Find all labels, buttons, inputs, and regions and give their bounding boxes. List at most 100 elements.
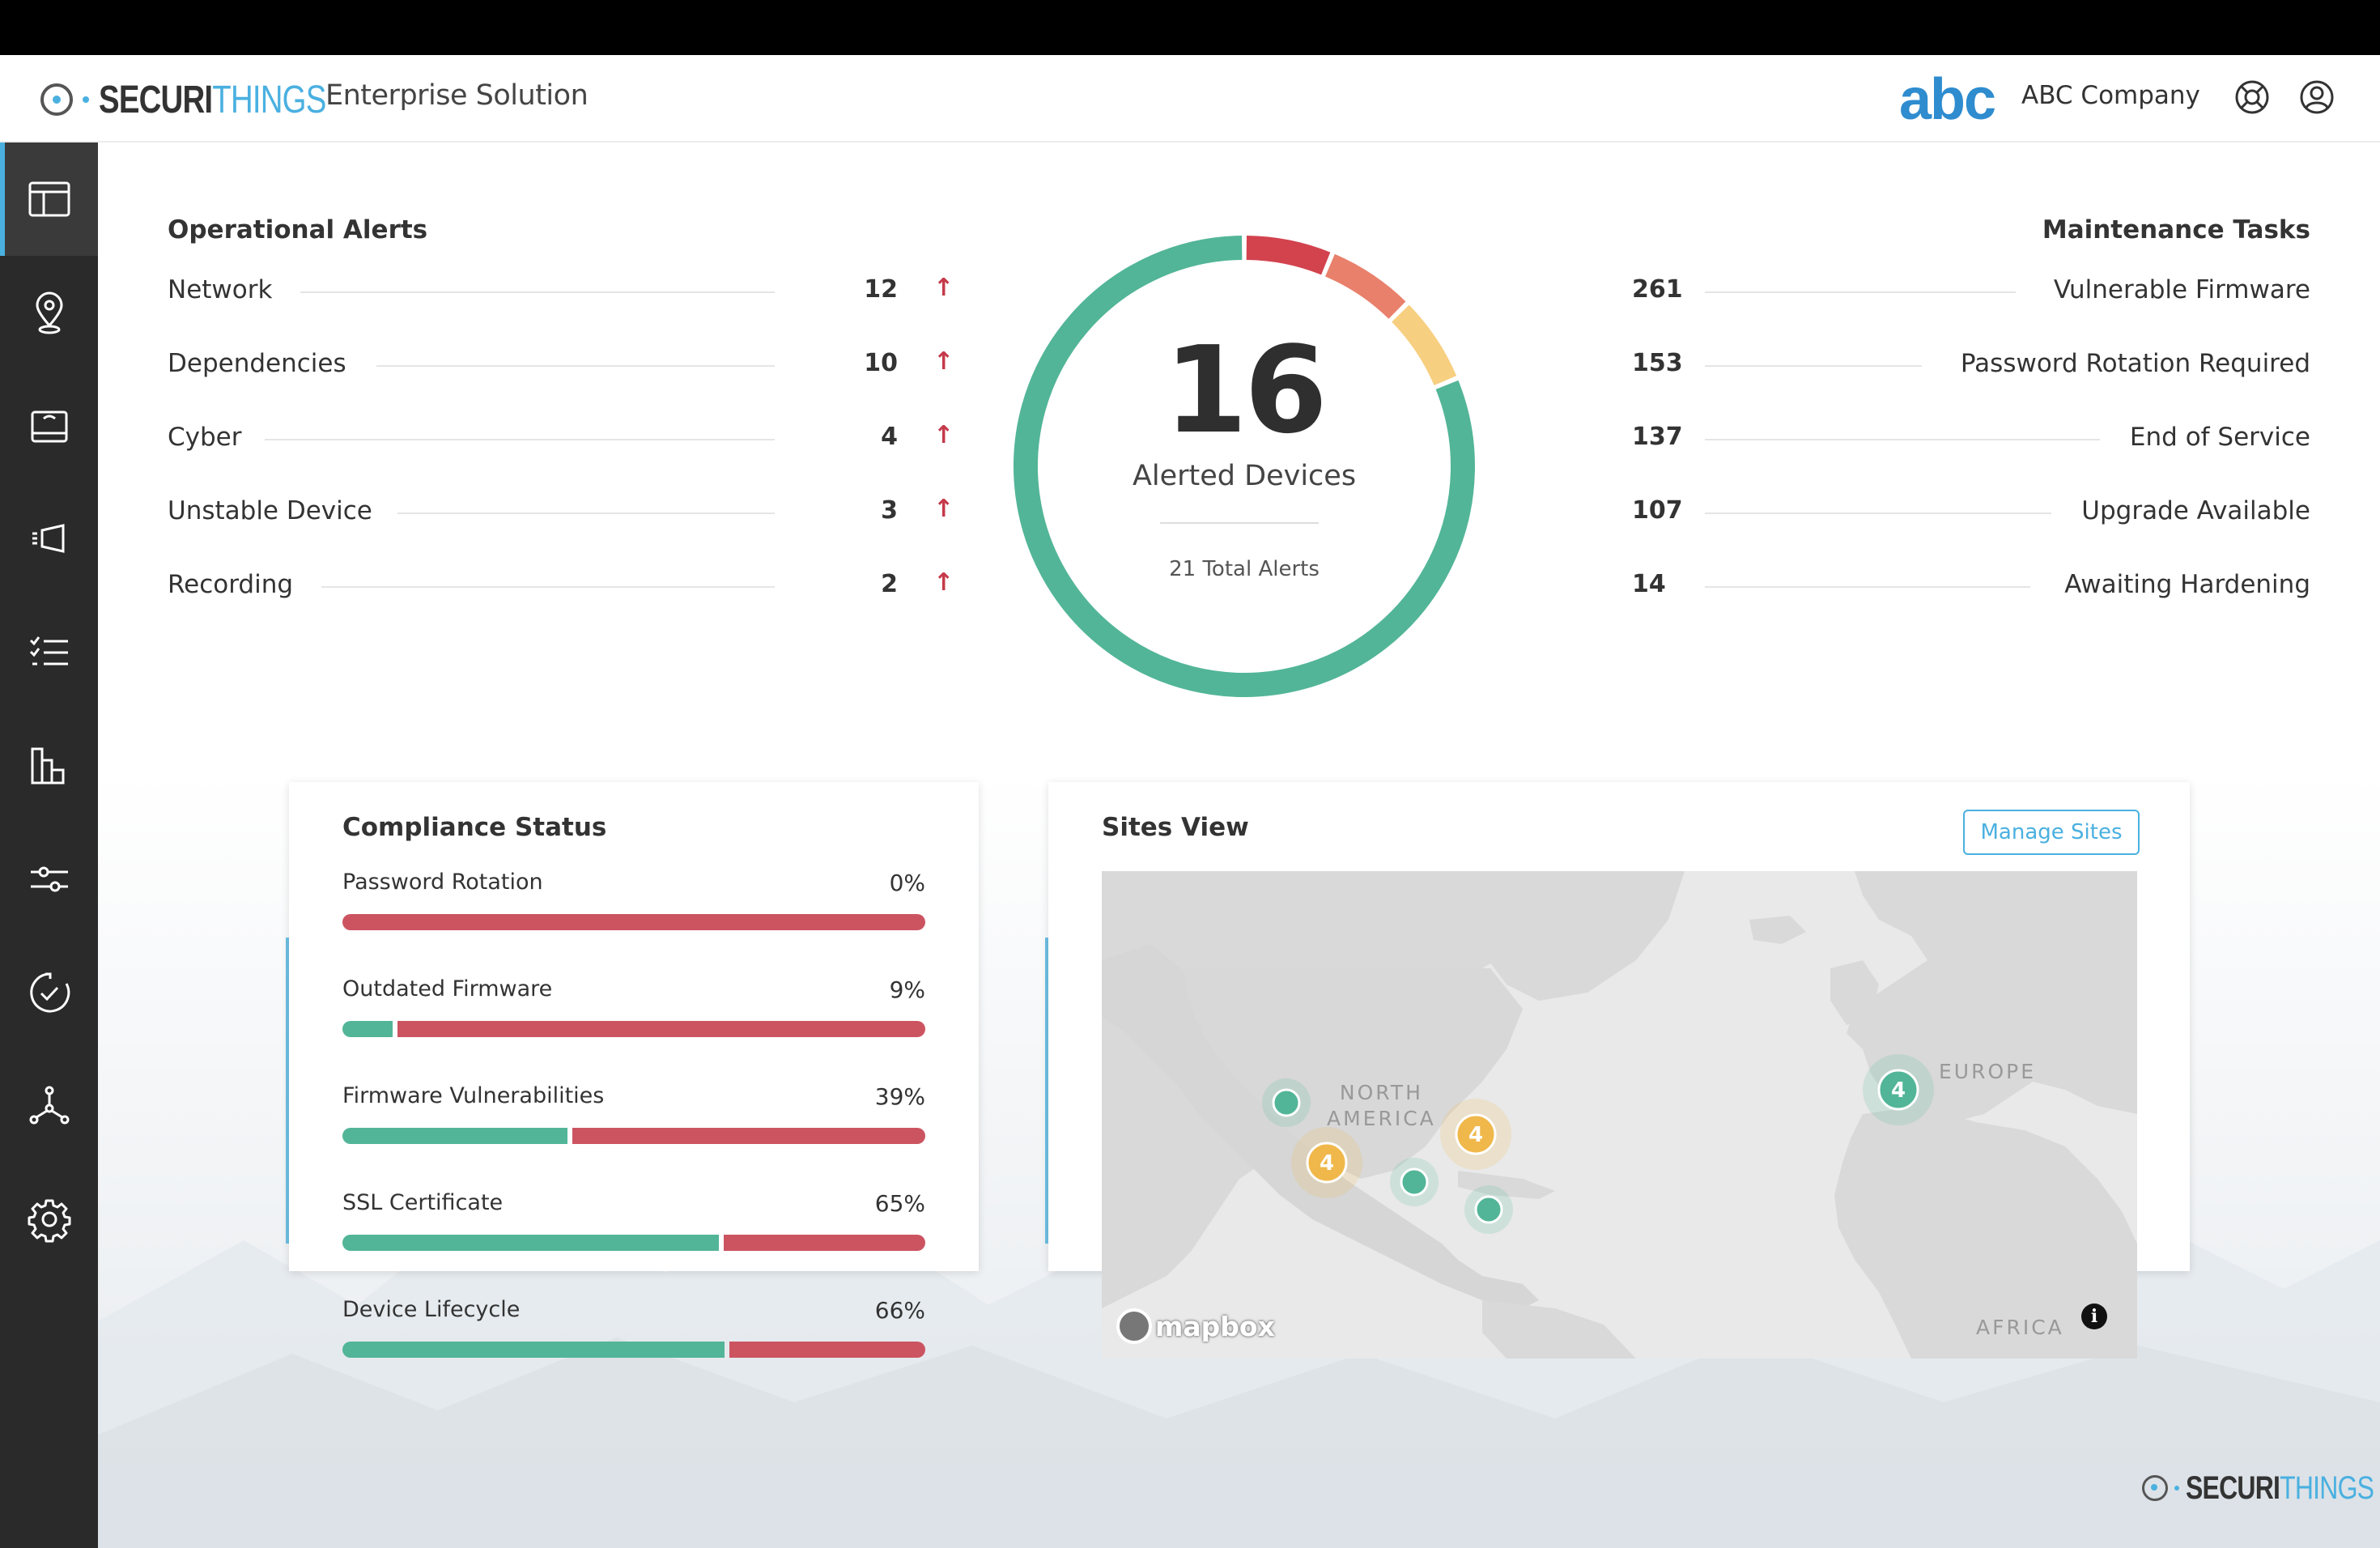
camera-icon <box>32 524 64 553</box>
sidebar-item-settings[interactable] <box>0 1163 98 1276</box>
task-count: 153 <box>1632 349 1683 377</box>
logo-dot <box>83 96 89 103</box>
alerted-devices-label: Alerted Devices <box>1132 460 1357 492</box>
donut-divider <box>1160 522 1319 524</box>
logo-text-secondary: THINGS <box>212 78 326 121</box>
compliance-accent <box>286 938 289 1244</box>
alert-count: 12 <box>864 275 898 304</box>
site-marker-western-europe[interactable]: 4 <box>1863 1054 1934 1125</box>
task-row-0[interactable]: 261 Vulnerable Firmware <box>1632 270 2310 311</box>
mapbox-attribution[interactable]: mapbox <box>1116 1308 1275 1344</box>
logo-ring-icon <box>40 83 73 116</box>
alert-row-4[interactable]: Recording 2 ↑ <box>168 565 977 606</box>
task-label: Password Rotation Required <box>1960 349 2310 378</box>
site-markers: 4 4 4 <box>1262 1054 1934 1234</box>
alert-leader-line <box>376 365 775 367</box>
compliance-item-2[interactable]: Firmware Vulnerabilities 39% <box>342 1083 925 1156</box>
compliance-label: Firmware Vulnerabilities <box>342 1083 605 1108</box>
sidebar-item-network[interactable] <box>0 1049 98 1163</box>
footer-logo-dot <box>2174 1486 2179 1491</box>
task-leader-line <box>1705 512 2051 514</box>
alert-row-3[interactable]: Unstable Device 3 ↑ <box>168 491 977 532</box>
product-name: Enterprise Solution <box>325 79 589 112</box>
manage-sites-button[interactable]: Manage Sites <box>1963 810 2140 855</box>
bar-gap <box>567 1128 572 1144</box>
compliance-label: Outdated Firmware <box>342 976 553 1002</box>
checklist-icon <box>29 636 68 666</box>
network-icon <box>29 1086 69 1125</box>
compliance-item-4[interactable]: Device Lifecycle 66% <box>342 1297 925 1370</box>
map-label-europe: EUROPE <box>1939 1060 2037 1083</box>
alert-count: 4 <box>881 423 898 451</box>
compliance-item-3[interactable]: SSL Certificate 65% <box>342 1190 925 1263</box>
sites-view-card: Sites View Manage Sites <box>1048 782 2190 1359</box>
user-account-icon[interactable] <box>2297 78 2336 117</box>
site-marker-florida[interactable] <box>1464 1185 1513 1234</box>
alert-row-2[interactable]: Cyber 4 ↑ <box>168 418 977 458</box>
alerted-devices-count: 16 <box>1164 321 1328 460</box>
compliance-label: SSL Certificate <box>342 1190 504 1215</box>
app-header: SECURITHINGS Enterprise Solution abc ABC… <box>0 55 2380 142</box>
company-name[interactable]: ABC Company <box>2021 81 2200 110</box>
sidebar-item-cameras[interactable] <box>0 483 98 596</box>
task-row-3[interactable]: 107 Upgrade Available <box>1632 491 2310 532</box>
sidebar-item-tasks[interactable] <box>0 596 98 709</box>
compliance-item-1[interactable]: Outdated Firmware 9% <box>342 976 925 1049</box>
refresh-check-icon <box>29 972 70 1013</box>
compliance-label: Password Rotation <box>342 870 543 895</box>
compliance-percent: 65% <box>874 1190 925 1217</box>
logo-text-primary: SECURI <box>99 78 213 121</box>
donut-segment-1 <box>1324 253 1406 319</box>
compliant-segment <box>342 1021 393 1037</box>
alert-label: Dependencies <box>168 349 346 378</box>
alert-label: Network <box>168 275 273 304</box>
alert-leader-line <box>397 512 775 514</box>
sidebar-item-devices[interactable] <box>0 369 98 483</box>
site-marker-california[interactable]: 4 <box>1291 1127 1362 1198</box>
alert-row-0[interactable]: Network 12 ↑ <box>168 270 977 311</box>
task-row-1[interactable]: 153 Password Rotation Required <box>1632 344 2310 385</box>
alert-label: Recording <box>168 570 294 599</box>
alert-count: 10 <box>864 349 898 377</box>
compliance-item-0[interactable]: Password Rotation 0% <box>342 870 925 942</box>
compliance-percent: 66% <box>874 1297 925 1324</box>
sidebar-item-history[interactable] <box>0 936 98 1049</box>
sidebar-item-filters[interactable] <box>0 823 98 936</box>
compliant-segment <box>342 1128 567 1144</box>
sidebar-item-dashboard[interactable] <box>0 142 98 256</box>
compliance-bar <box>342 914 925 930</box>
task-leader-line <box>1705 439 2100 440</box>
sites-map[interactable]: NORTH AMERICA EUROPE AFRICA 4 4 4 mapbox i <box>1102 871 2137 1359</box>
compliant-segment <box>342 1235 719 1251</box>
sliders-icon <box>30 866 68 892</box>
sites-accent <box>1045 938 1048 1244</box>
dashboard-icon <box>28 181 70 217</box>
location-pin-icon <box>35 291 63 334</box>
map-info-icon[interactable]: i <box>2081 1303 2107 1329</box>
trend-up-icon: ↑ <box>933 421 954 449</box>
task-count: 137 <box>1632 423 1683 451</box>
securithings-logo[interactable]: SECURITHINGS <box>40 73 383 126</box>
mapbox-logo-icon <box>1116 1308 1152 1344</box>
task-label: End of Service <box>2129 423 2310 452</box>
site-marker-pacific-northwest[interactable] <box>1262 1078 1311 1127</box>
footer-securithings-logo: SECURITHINGS <box>2142 1464 2380 1512</box>
alert-count: 2 <box>881 570 898 598</box>
logo-wordmark: SECURITHINGS <box>99 78 326 122</box>
trend-up-icon: ↑ <box>933 495 954 523</box>
site-marker-count: 4 <box>1468 1123 1483 1147</box>
footer-logo-text-secondary: THINGS <box>2280 1469 2374 1506</box>
site-marker-northeast-us[interactable]: 4 <box>1440 1099 1511 1170</box>
task-row-4[interactable]: 14 Awaiting Hardening <box>1632 565 2310 606</box>
sidebar-item-reports[interactable] <box>0 709 98 823</box>
maintenance-tasks-title: Maintenance Tasks <box>2042 215 2310 245</box>
compliance-percent: 0% <box>889 870 925 896</box>
footer-logo-ring-icon <box>2142 1475 2168 1501</box>
task-row-2[interactable]: 137 End of Service <box>1632 418 2310 458</box>
map-label-north-america: NORTH AMERICA <box>1327 1081 1436 1130</box>
sidebar-item-map[interactable] <box>0 256 98 369</box>
alert-row-1[interactable]: Dependencies 10 ↑ <box>168 344 977 385</box>
support-icon[interactable] <box>2233 78 2272 117</box>
compliance-status-title: Compliance Status <box>342 813 607 842</box>
site-marker-texas[interactable] <box>1390 1158 1439 1206</box>
